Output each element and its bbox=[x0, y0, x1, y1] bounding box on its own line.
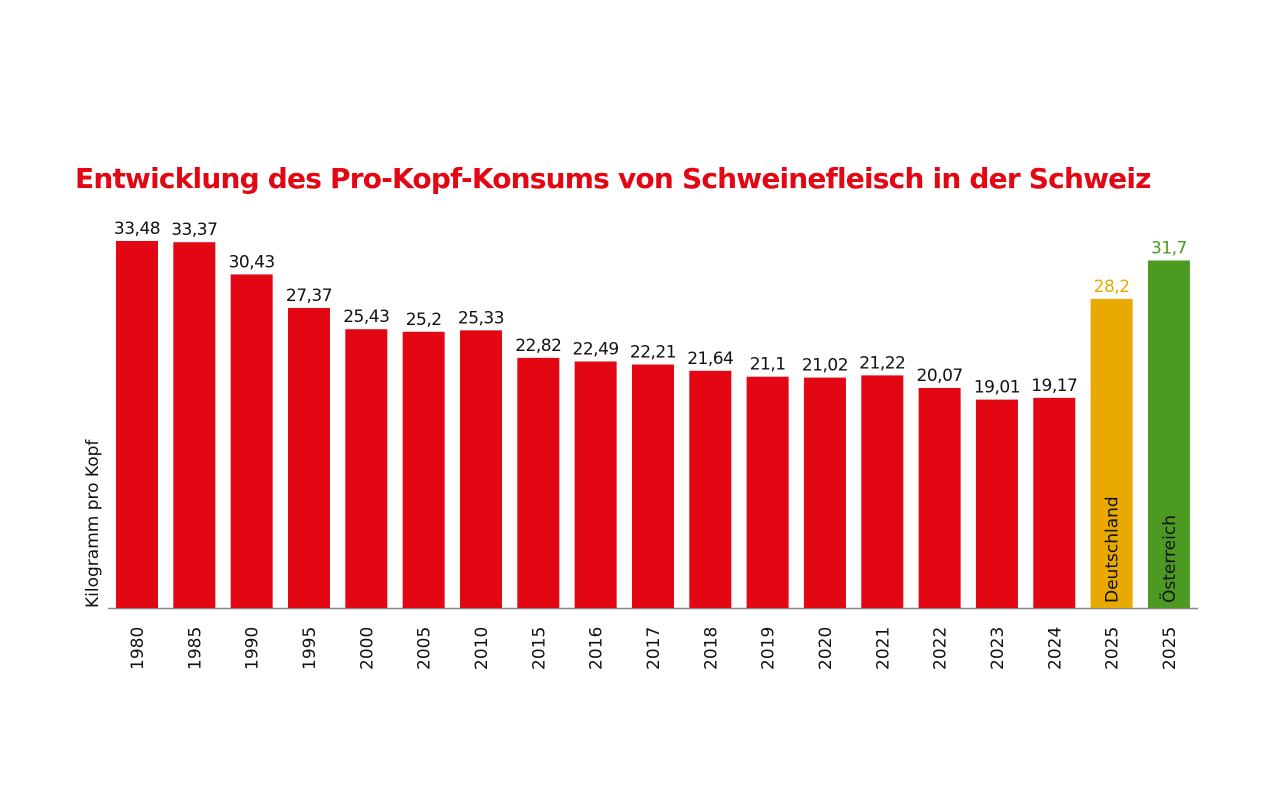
bar bbox=[517, 357, 560, 608]
bar-country-label: Österreich bbox=[1158, 515, 1180, 603]
x-tick-label: 2017 bbox=[644, 627, 664, 670]
x-tick-label: 2024 bbox=[1045, 627, 1065, 670]
bar bbox=[689, 370, 732, 608]
bar-country-label: Deutschland bbox=[1103, 496, 1123, 603]
x-tick-label: 2020 bbox=[816, 627, 836, 670]
data-label: 19,17 bbox=[1031, 376, 1077, 396]
data-label: 22,49 bbox=[573, 339, 619, 359]
data-label: 22,82 bbox=[515, 336, 561, 356]
x-tick-label: 2023 bbox=[988, 627, 1008, 670]
x-tick-label: 2010 bbox=[472, 627, 492, 670]
data-label: 20,07 bbox=[917, 366, 963, 386]
x-tick-label: 2016 bbox=[587, 627, 607, 670]
x-tick-label: 2021 bbox=[873, 627, 893, 670]
data-label: 25,33 bbox=[458, 308, 504, 328]
data-label: 21,02 bbox=[802, 356, 848, 376]
bar bbox=[975, 399, 1018, 608]
bar bbox=[402, 331, 445, 608]
x-tick-label: 2015 bbox=[529, 627, 549, 670]
bar bbox=[746, 376, 789, 608]
bar bbox=[574, 361, 617, 608]
bar bbox=[631, 364, 674, 608]
bar bbox=[803, 377, 846, 608]
x-tick-label: 2000 bbox=[357, 627, 377, 670]
data-label: 30,43 bbox=[229, 252, 275, 272]
data-label: 31,7 bbox=[1151, 239, 1187, 259]
bar bbox=[918, 387, 961, 608]
chart-title: Entwicklung des Pro-Kopf-Konsums von Sch… bbox=[75, 162, 1151, 195]
y-axis-label: Kilogramm pro Kopf bbox=[83, 439, 103, 608]
x-tick-label: 1985 bbox=[185, 627, 205, 670]
data-label: 33,48 bbox=[114, 219, 160, 239]
x-tick-label: 2005 bbox=[415, 627, 435, 670]
bar bbox=[287, 307, 330, 608]
data-label: 25,43 bbox=[343, 307, 389, 327]
x-tick-label: 1995 bbox=[300, 627, 320, 670]
x-tick-label: 2025 bbox=[1160, 627, 1180, 670]
x-tick-label: 2022 bbox=[931, 627, 951, 670]
data-label: 21,22 bbox=[859, 353, 905, 373]
bar bbox=[116, 241, 158, 608]
data-label: 22,21 bbox=[630, 343, 676, 363]
bar bbox=[1033, 397, 1076, 608]
data-label: 19,01 bbox=[974, 378, 1020, 398]
bar bbox=[861, 375, 904, 608]
data-label: 21,1 bbox=[750, 355, 786, 375]
bar bbox=[173, 242, 216, 608]
bar bbox=[345, 329, 388, 608]
x-tick-label: 2019 bbox=[759, 627, 779, 670]
data-label: 21,64 bbox=[687, 349, 733, 369]
x-tick-label: 1990 bbox=[243, 627, 263, 670]
x-tick-label: 1980 bbox=[128, 627, 148, 670]
data-label: 28,2 bbox=[1094, 277, 1130, 297]
data-label: 33,37 bbox=[171, 220, 217, 240]
data-label: 25,2 bbox=[406, 310, 442, 330]
bar bbox=[459, 330, 502, 608]
bar bbox=[1147, 260, 1190, 608]
bar bbox=[230, 274, 273, 608]
x-tick-label: 2025 bbox=[1103, 627, 1123, 670]
bar bbox=[1090, 298, 1133, 608]
data-label: 27,37 bbox=[286, 286, 332, 306]
x-tick-label: 2018 bbox=[701, 627, 721, 670]
